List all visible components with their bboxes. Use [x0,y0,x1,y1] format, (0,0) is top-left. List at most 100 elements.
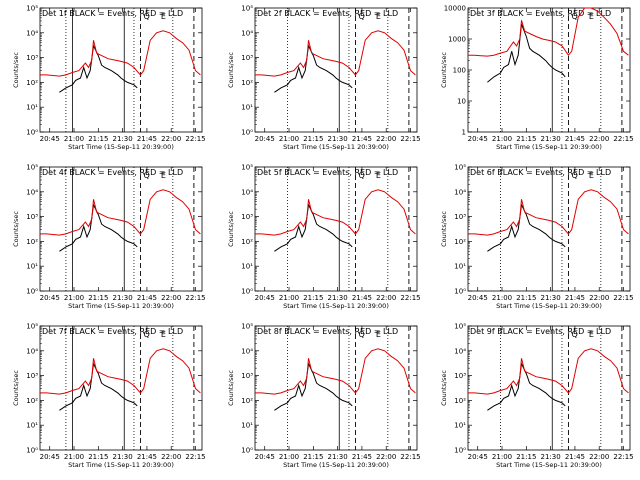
x-tick-label: 22:00 [589,135,609,143]
x-axis-label: Start Time (15-Sep-11 20:39:00) [68,143,174,151]
panel-title: Det 5f BLACK = Events, RED = LLD [257,168,398,177]
y-tick-label: 10⁴ [241,188,253,196]
x-tick-label: 22:00 [161,453,181,461]
x-tick-label: 21:45 [352,294,372,302]
x-tick-label: 21:30 [113,453,133,461]
y-tick-label: 10⁴ [26,188,38,196]
plot-frame [467,166,631,292]
series-line-events [274,362,353,411]
plot-frame [254,166,418,292]
x-tick-label: 21:00 [279,294,299,302]
y-tick-label: 10² [26,397,38,405]
detector-panel-3: Det 3f BLACK = Events, RED = LLD 1 10 100 10… [440,5,634,152]
series-line-lld [40,348,201,395]
panel-title: Det 7f BLACK = Events, RED = LLD [42,327,183,336]
y-tick-label: 10¹ [241,422,253,430]
x-axis-label: Start Time (15-Sep-11 20:39:00) [68,302,174,310]
marker-q-label: Q [358,171,364,180]
marker-q-label: Q [571,171,577,180]
y-tick-label: 10⁰ [26,288,38,296]
y-tick-label: 10² [241,397,253,405]
x-tick-label: 22:15 [185,453,205,461]
y-tick-label: 10⁰ [241,288,253,296]
series-line-events [487,24,566,83]
x-axis-label: Start Time (15-Sep-11 20:39:00) [496,143,602,151]
y-tick-label: 10⁵ [241,164,253,172]
y-tick-label: 10000 [444,5,466,13]
y-tick-label: 10³ [241,372,253,380]
y-tick-label: 10⁴ [26,347,38,355]
marker-q-label: Q [571,12,577,21]
series-line-lld [468,348,629,395]
y-tick-label: 10¹ [26,422,38,430]
y-tick-label: 10³ [26,372,38,380]
marker-e-label: E [376,171,381,180]
panel-title: Det 6f BLACK = Events, RED = LLD [470,168,611,177]
series-line-events [59,203,138,252]
x-tick-label: 21:45 [137,135,157,143]
x-tick-label: 21:15 [516,294,536,302]
x-tick-label: 22:00 [589,294,609,302]
x-tick-label: 21:15 [303,135,323,143]
x-tick-label: 21:30 [541,453,561,461]
series-line-events [274,44,353,93]
y-tick-label: 10⁵ [26,164,38,172]
y-axis-label: Counts/sec [227,370,235,406]
series-line-lld [255,30,416,77]
y-tick-label: 10⁰ [26,129,38,137]
y-tick-label: 10¹ [241,104,253,112]
y-tick-label: 100 [453,67,466,75]
x-tick-label: 22:00 [376,135,396,143]
plot-frame [39,166,203,292]
x-tick-label: 22:15 [185,294,205,302]
marker-e-label: E [161,12,166,21]
y-tick-label: 10³ [454,372,466,380]
detector-panel-8: Det 8f BLACK = Events, RED = LLD 10⁰ 10¹ 10… [227,323,421,470]
marker-q-label: Q [571,330,577,339]
x-tick-label: 21:30 [328,453,348,461]
x-tick-label: 20:45 [40,294,60,302]
y-tick-label: 10⁴ [26,29,38,37]
plot-frame [39,7,203,133]
y-tick-label: 1000 [448,36,466,44]
y-tick-label: 10² [241,238,253,246]
x-tick-label: 21:30 [541,294,561,302]
x-tick-label: 21:15 [516,453,536,461]
marker-e-label: E [376,12,381,21]
x-tick-label: 21:00 [64,453,84,461]
x-tick-label: 21:15 [303,453,323,461]
panel-title: Det 2f BLACK = Events, RED = LLD [257,9,398,18]
series-line-lld [468,7,629,57]
y-tick-label: 10³ [26,54,38,62]
detector-panel-9: Det 9f BLACK = Events, RED = LLD 10⁰ 10¹ 10… [440,323,634,470]
x-tick-label: 21:15 [88,294,108,302]
series-line-lld [40,30,201,77]
x-tick-label: 22:00 [161,294,181,302]
plot-frame [39,325,203,451]
x-axis-label: Start Time (15-Sep-11 20:39:00) [496,302,602,310]
x-axis-label: Start Time (15-Sep-11 20:39:00) [68,461,174,469]
y-tick-label: 10⁴ [454,188,466,196]
y-tick-label: 10¹ [454,422,466,430]
detector-panel-1: Det 1f BLACK = Events, RED = LLD 10⁰ 10¹ 10… [12,5,206,152]
x-tick-label: 20:45 [468,453,488,461]
x-tick-label: 22:00 [161,135,181,143]
detector-panel-4: Det 4f BLACK = Events, RED = LLD 10⁰ 10¹ 10… [12,164,206,311]
x-tick-label: 21:45 [137,453,157,461]
x-axis-label: Start Time (15-Sep-11 20:39:00) [283,143,389,151]
y-tick-label: 10⁴ [241,347,253,355]
y-tick-label: 10⁰ [26,447,38,455]
x-tick-label: 21:30 [113,294,133,302]
x-tick-label: 22:15 [400,135,420,143]
series-line-lld [255,189,416,236]
y-tick-label: 10⁵ [241,5,253,13]
marker-e-label: E [161,330,166,339]
series-line-lld [40,189,201,236]
x-axis-label: Start Time (15-Sep-11 20:39:00) [283,302,389,310]
y-tick-label: 10³ [241,54,253,62]
x-tick-label: 21:45 [565,294,585,302]
y-axis-label: Counts/sec [12,52,20,88]
y-tick-label: 10¹ [241,263,253,271]
x-tick-label: 22:00 [376,453,396,461]
y-axis-label: Counts/sec [440,52,448,88]
